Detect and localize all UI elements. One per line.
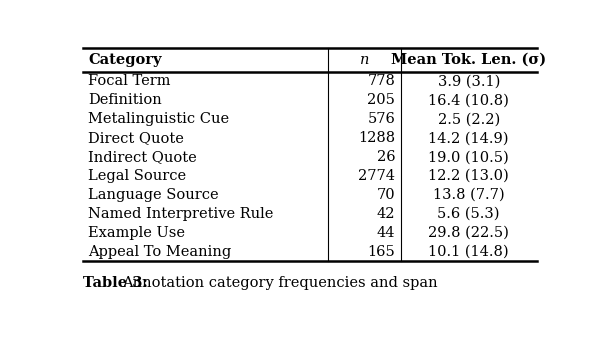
Text: 14.2 (14.9): 14.2 (14.9) bbox=[428, 131, 509, 145]
Text: 2.5 (2.2): 2.5 (2.2) bbox=[437, 112, 500, 126]
Text: 42: 42 bbox=[377, 207, 395, 221]
Text: 13.8 (7.7): 13.8 (7.7) bbox=[433, 188, 504, 202]
Text: Appeal To Meaning: Appeal To Meaning bbox=[88, 245, 231, 259]
Text: Direct Quote: Direct Quote bbox=[88, 131, 184, 145]
Text: Mean Tok. Len. (σ): Mean Tok. Len. (σ) bbox=[391, 53, 546, 67]
Text: Definition: Definition bbox=[88, 93, 162, 107]
Text: Indirect Quote: Indirect Quote bbox=[88, 150, 197, 164]
Text: Named Interpretive Rule: Named Interpretive Rule bbox=[88, 207, 274, 221]
Text: 778: 778 bbox=[367, 74, 395, 88]
Text: 26: 26 bbox=[376, 150, 395, 164]
Text: Language Source: Language Source bbox=[88, 188, 219, 202]
Text: 10.1 (14.8): 10.1 (14.8) bbox=[428, 245, 509, 259]
Text: Annotation category frequencies and span: Annotation category frequencies and span bbox=[122, 276, 438, 290]
Text: 2774: 2774 bbox=[358, 169, 395, 183]
Text: 19.0 (10.5): 19.0 (10.5) bbox=[428, 150, 509, 164]
Text: 12.2 (13.0): 12.2 (13.0) bbox=[428, 169, 509, 183]
Text: 3.9 (3.1): 3.9 (3.1) bbox=[437, 74, 500, 88]
Text: 5.6 (5.3): 5.6 (5.3) bbox=[437, 207, 500, 221]
Text: 165: 165 bbox=[367, 245, 395, 259]
Text: Metalinguistic Cue: Metalinguistic Cue bbox=[88, 112, 230, 126]
Text: Legal Source: Legal Source bbox=[88, 169, 186, 183]
Text: 16.4 (10.8): 16.4 (10.8) bbox=[428, 93, 509, 107]
Text: Table 3:: Table 3: bbox=[83, 276, 147, 290]
Text: 44: 44 bbox=[377, 226, 395, 240]
Text: n: n bbox=[360, 53, 369, 67]
Text: Example Use: Example Use bbox=[88, 226, 185, 240]
Text: 29.8 (22.5): 29.8 (22.5) bbox=[428, 226, 509, 240]
Text: Focal Term: Focal Term bbox=[88, 74, 171, 88]
Text: 70: 70 bbox=[376, 188, 395, 202]
Text: 205: 205 bbox=[367, 93, 395, 107]
Text: Category: Category bbox=[88, 53, 162, 67]
Text: 576: 576 bbox=[367, 112, 395, 126]
Text: 1288: 1288 bbox=[358, 131, 395, 145]
